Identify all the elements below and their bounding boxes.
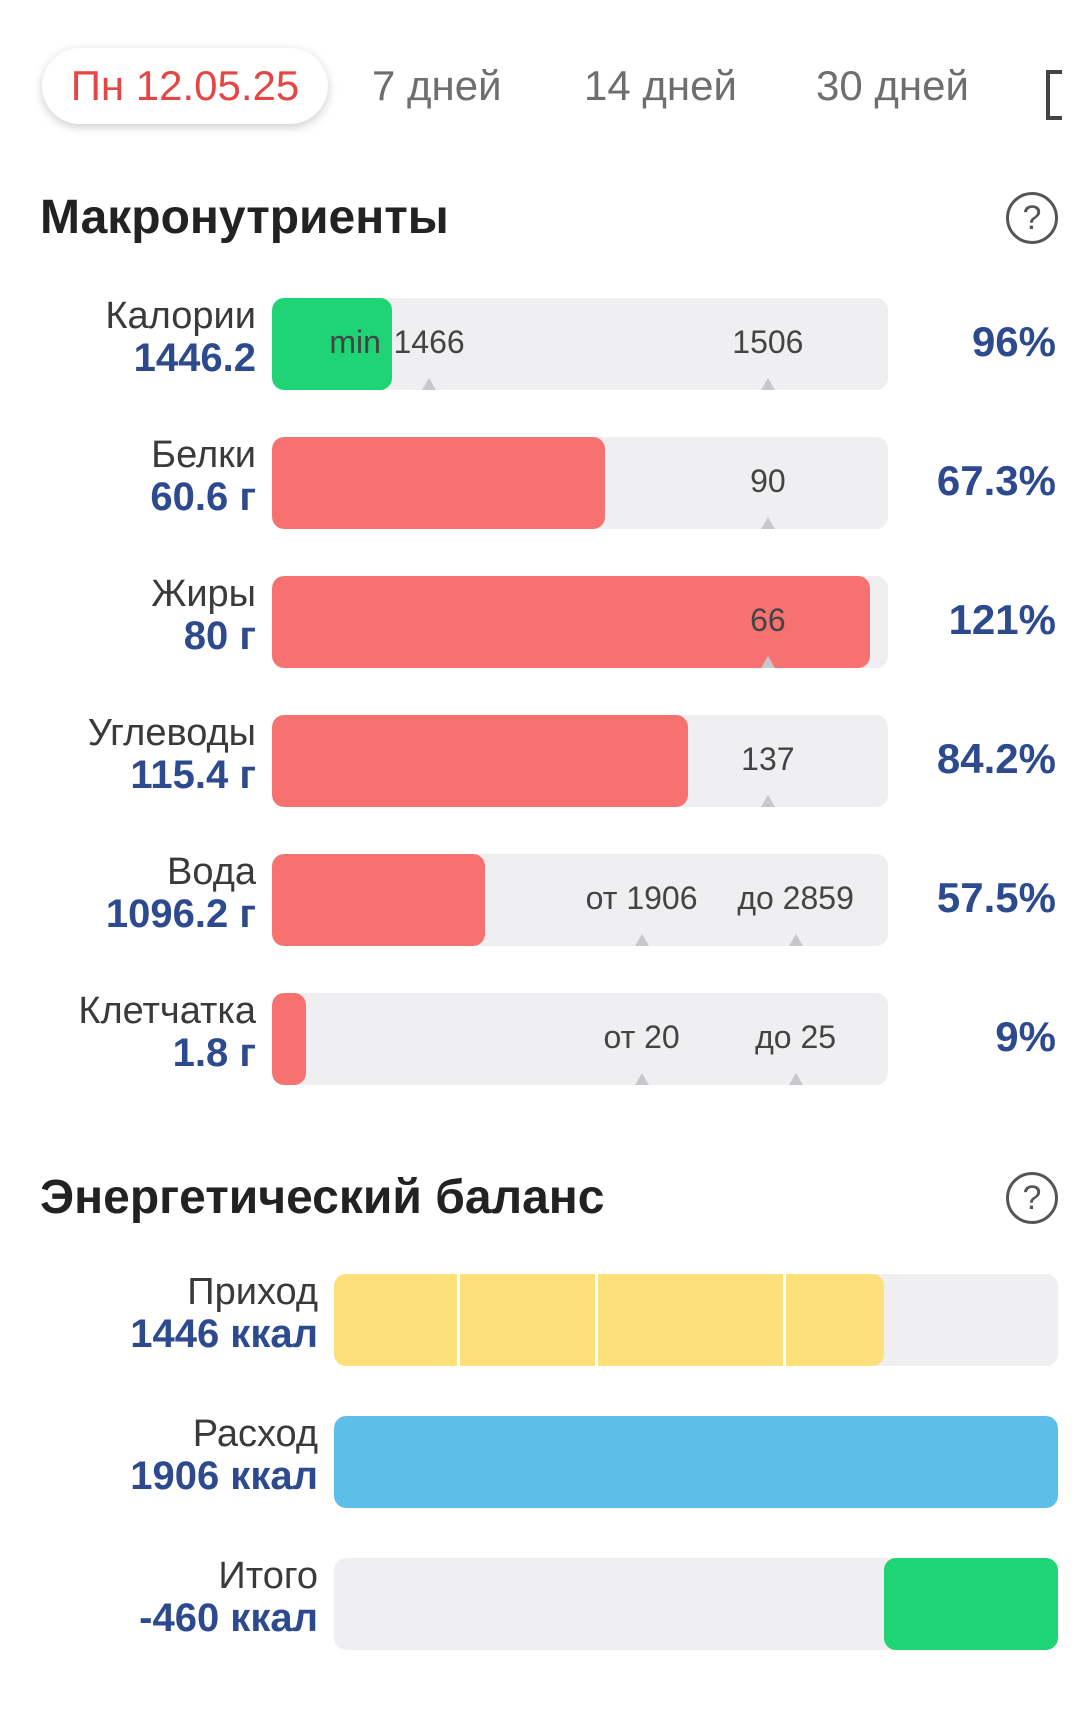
macro-label: Клетчатка 1.8 г bbox=[78, 991, 256, 1075]
macro-value: 80 г bbox=[183, 614, 256, 658]
tab-14-days[interactable]: 14 дней bbox=[584, 62, 737, 109]
macro-percent: 67.3% bbox=[936, 457, 1056, 504]
macro-percent: 121% bbox=[948, 596, 1056, 643]
target-mark-label: 1506 bbox=[732, 324, 804, 360]
macro-progress-bar: 137 bbox=[272, 715, 888, 807]
macro-name: Клетчатка bbox=[78, 990, 256, 1032]
macro-progress-fill bbox=[272, 576, 870, 668]
tab-day[interactable]: Пн 12.05.25 bbox=[42, 48, 328, 124]
target-mark-label: min bbox=[329, 324, 381, 360]
macro-label: Калории 1446.2 bbox=[105, 296, 256, 380]
energy-label: Итого -460 ккал bbox=[139, 1556, 318, 1640]
energy-bar-fill bbox=[334, 1416, 1058, 1508]
target-mark-label: до 2859 bbox=[737, 880, 854, 916]
energy-bar bbox=[334, 1558, 1058, 1650]
macro-progress-fill bbox=[272, 993, 306, 1085]
macro-percent: 96% bbox=[971, 318, 1056, 365]
macro-name: Углеводы bbox=[87, 712, 256, 754]
macro-value: 60.6 г bbox=[150, 475, 256, 519]
macro-progress-fill bbox=[272, 298, 393, 390]
macro-value: 1096.2 г bbox=[105, 892, 256, 936]
target-mark-label: 90 bbox=[750, 463, 786, 499]
energy-bar-fill bbox=[334, 1274, 885, 1366]
macro-name: Жиры bbox=[151, 573, 256, 615]
target-mark-label: 66 bbox=[750, 602, 786, 638]
target-tick bbox=[634, 1073, 649, 1085]
question-circle-icon[interactable]: ? bbox=[1006, 1172, 1058, 1224]
question-circle-icon[interactable]: ? bbox=[1006, 192, 1058, 244]
tab-7-days[interactable]: 7 дней bbox=[372, 62, 502, 109]
tab-overflow-edge[interactable] bbox=[1046, 70, 1062, 120]
target-tick bbox=[788, 934, 803, 946]
energy-bar bbox=[334, 1416, 1058, 1508]
meal-segment-divider bbox=[782, 1274, 786, 1366]
target-mark-label: до 25 bbox=[755, 1019, 837, 1055]
macro-label: Белки 60.6 г bbox=[150, 435, 256, 519]
energy-value: 1446 ккал bbox=[130, 1312, 318, 1356]
target-mark-label: 137 bbox=[741, 741, 795, 777]
energy-bar bbox=[334, 1274, 1058, 1366]
macro-value: 115.4 г bbox=[130, 753, 256, 797]
macro-label: Жиры 80 г bbox=[151, 574, 256, 658]
meal-segment-divider bbox=[457, 1274, 461, 1366]
target-mark-label: от 1906 bbox=[585, 880, 698, 916]
macro-progress-fill bbox=[272, 854, 485, 946]
macro-label: Углеводы 115.4 г bbox=[88, 713, 256, 797]
macro-label: Вода 1096.2 г bbox=[106, 852, 256, 936]
macro-percent: 9% bbox=[995, 1013, 1056, 1060]
macro-progress-bar: от 1906 до 2859 bbox=[272, 854, 888, 946]
target-tick bbox=[760, 378, 775, 390]
period-tabs: Пн 12.05.25 7 дней 14 дней 30 дней bbox=[0, 0, 1080, 180]
target-tick bbox=[422, 378, 437, 390]
macro-value: 1.8 г bbox=[172, 1031, 256, 1075]
target-tick bbox=[788, 1073, 803, 1085]
energy-name: Расход bbox=[192, 1413, 318, 1455]
macros-title: Макронутриенты bbox=[40, 191, 449, 244]
macro-name: Калории bbox=[105, 295, 256, 337]
macro-value: 1446.2 bbox=[133, 336, 256, 380]
macro-progress-fill bbox=[272, 715, 688, 807]
target-mark-label: от 20 bbox=[603, 1019, 680, 1055]
target-tick bbox=[760, 656, 775, 668]
energy-value: 1906 ккал bbox=[130, 1454, 318, 1498]
energy-value: -460 ккал bbox=[139, 1596, 318, 1640]
target-tick bbox=[760, 517, 775, 529]
energy-label: Расход 1906 ккал bbox=[130, 1414, 318, 1498]
target-tick bbox=[760, 795, 775, 807]
energy-label: Приход 1446 ккал bbox=[130, 1272, 318, 1356]
macro-progress-bar: min 1466 1506 bbox=[272, 298, 888, 390]
meal-segment-divider bbox=[594, 1274, 598, 1366]
tab-30-days[interactable]: 30 дней bbox=[816, 62, 969, 109]
energy-title: Энергетический баланс bbox=[40, 1171, 605, 1224]
macro-percent: 57.5% bbox=[936, 874, 1056, 921]
energy-bar-fill bbox=[884, 1558, 1058, 1650]
macro-progress-bar: от 20 до 25 bbox=[272, 993, 888, 1085]
energy-name: Приход bbox=[187, 1271, 318, 1313]
macro-name: Белки bbox=[151, 434, 256, 476]
macro-progress-fill bbox=[272, 437, 605, 529]
macro-progress-bar: 66 bbox=[272, 576, 888, 668]
macro-percent: 84.2% bbox=[936, 735, 1056, 782]
target-tick bbox=[634, 934, 649, 946]
target-mark-label: 1466 bbox=[393, 324, 465, 360]
macro-name: Вода bbox=[167, 851, 256, 893]
macro-progress-bar: 90 bbox=[272, 437, 888, 529]
energy-name: Итого bbox=[218, 1555, 318, 1597]
